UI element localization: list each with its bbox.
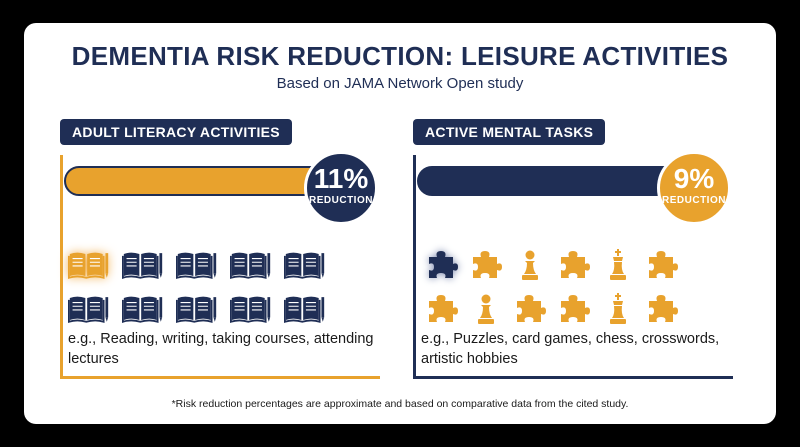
- page-title: DEMENTIA RISK REDUCTION: LEISURE ACTIVIT…: [71, 41, 729, 71]
- book-pen-icon: [122, 293, 164, 325]
- chess-pawn-icon: [465, 293, 507, 325]
- puzzle-piece-icon: [421, 293, 463, 325]
- reduction-label: REDUCTION: [662, 195, 726, 206]
- puzzle-piece-icon: [509, 293, 551, 325]
- reduction-badge: 9% REDUCTION: [657, 151, 731, 225]
- puzzle-chess-icon-grid: [421, 249, 721, 325]
- book-pen-icon: [284, 293, 326, 325]
- chess-king-icon: [597, 249, 639, 281]
- panel-heading: ACTIVE MENTAL TASKS: [413, 119, 606, 145]
- examples-text: e.g., Reading, writing, taking courses, …: [68, 331, 374, 367]
- puzzle-piece-icon: [421, 249, 463, 281]
- book-pen-icon: [284, 249, 326, 281]
- puzzle-piece-icon: [641, 249, 683, 281]
- reduction-badge: 11% REDUCTION: [304, 151, 378, 225]
- chess-pawn-icon: [509, 249, 551, 281]
- footnote: *Risk reduction percentages are approxim…: [171, 398, 629, 410]
- reduction-label: REDUCTION: [309, 195, 373, 206]
- puzzle-piece-icon: [641, 293, 683, 325]
- panel-literacy: ADULT LITERACY ACTIVITIES 11% REDUCTION …: [60, 119, 380, 383]
- infographic-card: DEMENTIA RISK REDUCTION: LEISURE ACTIVIT…: [24, 23, 776, 424]
- panel-frame: [413, 155, 733, 379]
- page-subtitle: Based on JAMA Network Open study: [276, 75, 524, 92]
- examples-text: e.g., Puzzles, card games, chess, crossw…: [421, 331, 720, 367]
- book-pen-icon: [68, 293, 110, 325]
- puzzle-piece-icon: [465, 249, 507, 281]
- reduction-percent: 11%: [313, 163, 369, 194]
- book-pen-icon: [230, 293, 272, 325]
- reduction-percent: 9%: [673, 163, 715, 194]
- book-pen-icon: [230, 249, 272, 281]
- panel-mental-tasks: ACTIVE MENTAL TASKS 9% REDUCTION e.g., P…: [413, 119, 733, 383]
- book-pen-icon: [68, 249, 110, 281]
- book-pen-icon: [122, 249, 164, 281]
- panel-heading: ADULT LITERACY ACTIVITIES: [60, 119, 292, 145]
- puzzle-piece-icon: [553, 293, 595, 325]
- book-pen-icon: [176, 293, 218, 325]
- book-icon-grid: [68, 249, 368, 325]
- book-pen-icon: [176, 249, 218, 281]
- chess-king-icon: [597, 293, 639, 325]
- puzzle-piece-icon: [553, 249, 595, 281]
- panel-frame: [60, 155, 380, 379]
